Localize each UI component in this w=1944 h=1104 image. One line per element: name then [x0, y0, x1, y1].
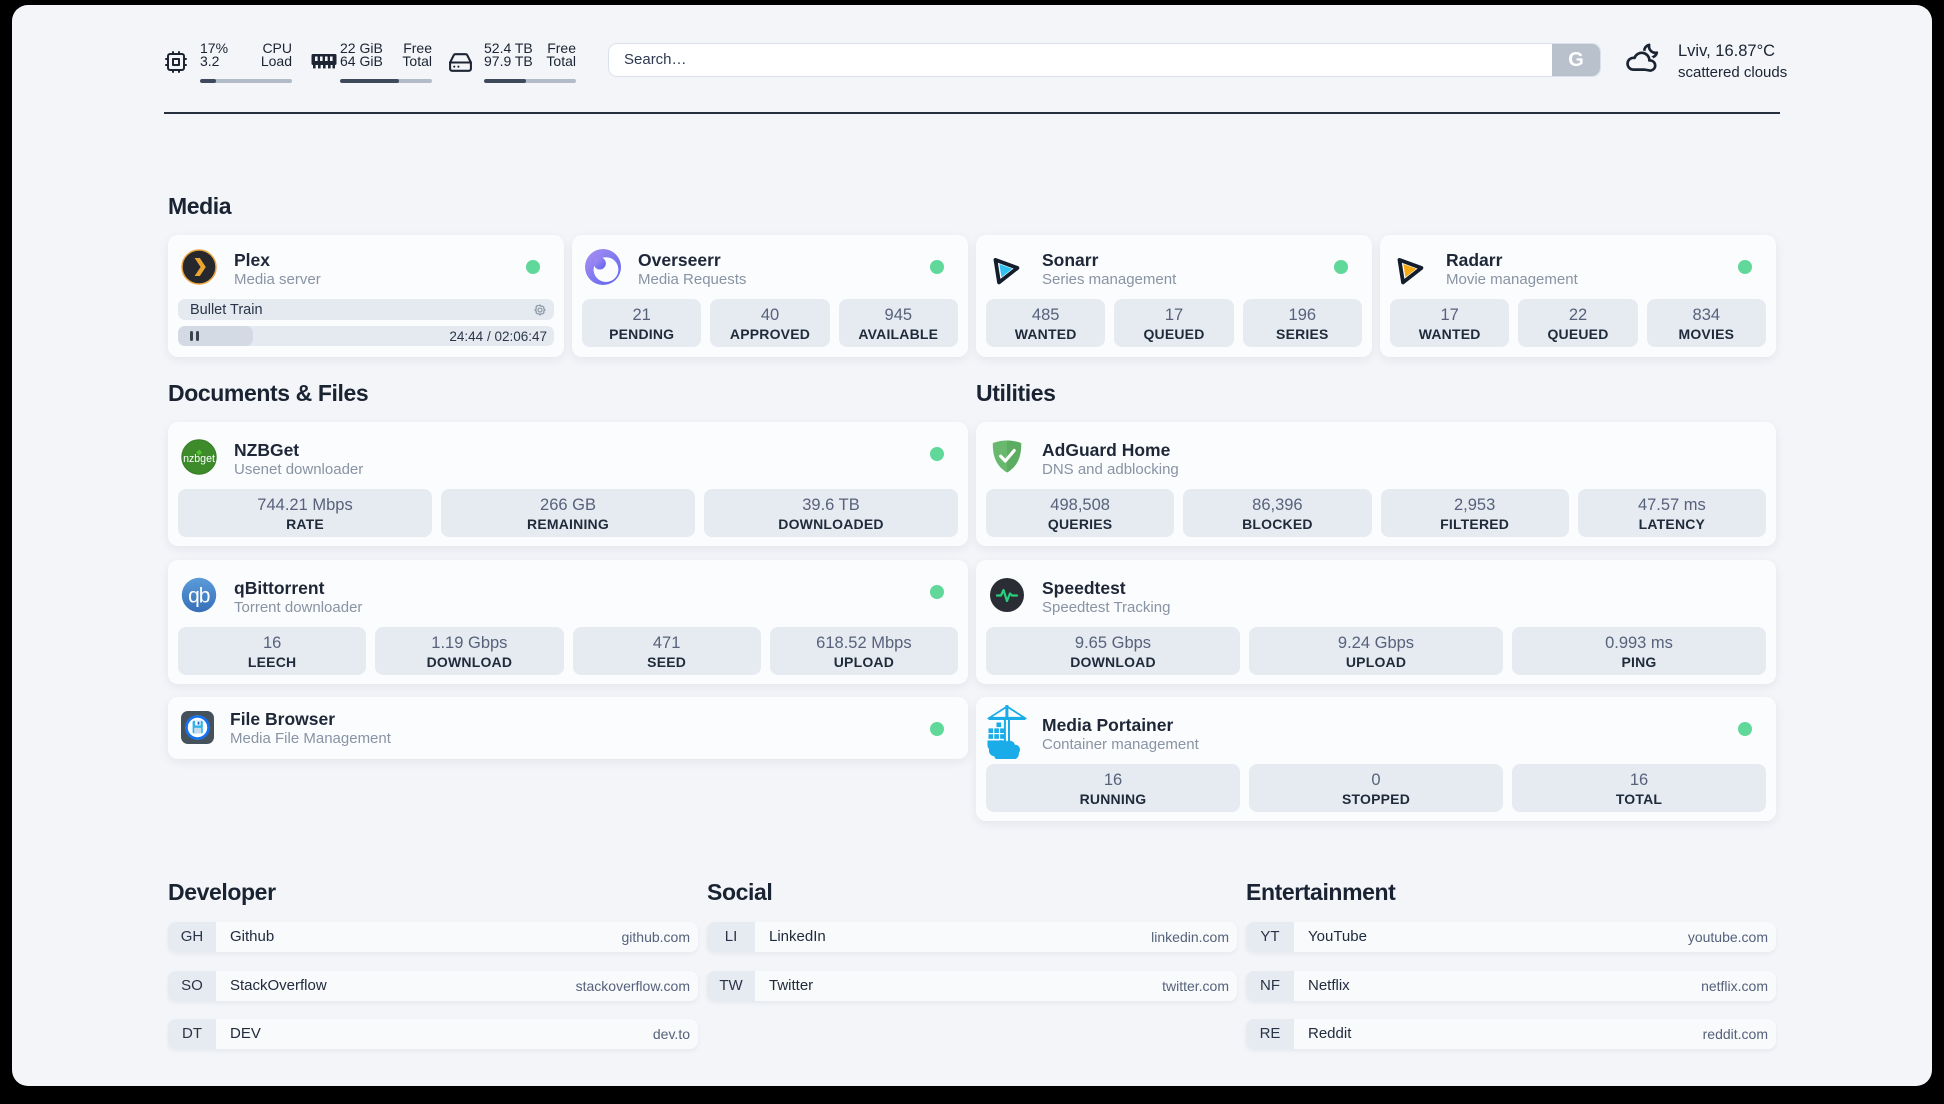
- svg-text:qb: qb: [188, 585, 210, 608]
- svg-text:nzbget: nzbget: [183, 453, 215, 465]
